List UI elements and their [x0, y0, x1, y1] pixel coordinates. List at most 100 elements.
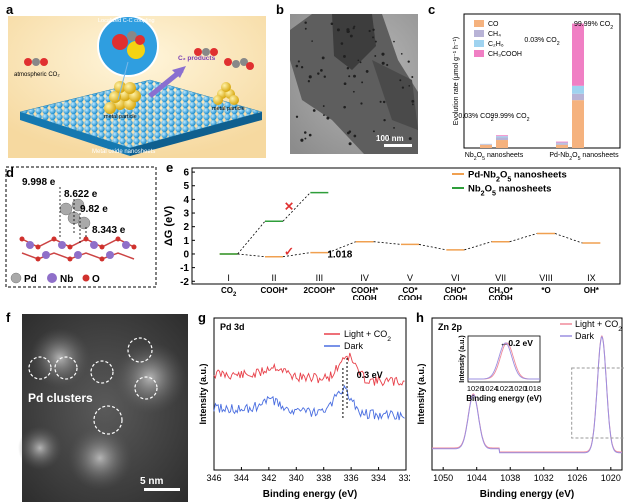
step-label-6-0: CH2O*: [489, 286, 514, 298]
chart-e-yticklabel-4: 4: [183, 195, 189, 206]
chart-c-frame: [463, 13, 621, 149]
panel-h-label: h: [416, 310, 424, 325]
connector-s0-5: [418, 244, 447, 251]
nb2o5-lattice: [19, 236, 137, 262]
step-label-0-0: CO2: [221, 286, 237, 298]
metal-particle-small: [213, 82, 239, 105]
bar-2-ch: [556, 143, 568, 145]
bar-2-co: [556, 144, 568, 148]
metal-particle-large: [104, 81, 141, 114]
cross-mark: ✕: [284, 199, 294, 213]
connector-s0-1: [237, 253, 266, 258]
bar-2-ch: [556, 142, 568, 144]
step-label-5-0: CHO*: [445, 286, 467, 295]
chart-e-yticklabel-0: 0: [183, 249, 189, 260]
charge-structure: 9.998 e 8.622 e 9.82 e 8.343 e Pd Nb O: [5, 166, 157, 288]
panel-f: f Pd clusters 5 nm: [0, 308, 190, 502]
step-label-5-1: COOH: [443, 294, 467, 300]
step-label-7-0: *O: [541, 286, 550, 295]
bar-label-1: 99.99% CO2: [490, 113, 529, 123]
c2-product-molecule: [224, 58, 254, 70]
connector-s0-8: [554, 233, 583, 244]
pd-cluster: [59, 198, 91, 230]
chart-g-xticklabel-336: 336: [344, 473, 359, 483]
bar-3-chcooh: [572, 23, 584, 86]
inset-xlabel: Binding energy (eV): [466, 394, 542, 403]
panel-g: g Pd 3d 346 344 342 340 338 336 334 332 Binding e…: [194, 308, 410, 502]
legend-g-label-0: Light + CO2: [344, 329, 391, 343]
panel-c-label: c: [428, 2, 436, 17]
charge-label-4: 8.343 e: [92, 225, 126, 236]
bar-1-chcooh: [496, 135, 508, 137]
chart-h-xticklabel-1050: 1050: [433, 473, 453, 483]
chart-c-ylabel: Evolution rate (μmol g⁻¹ h⁻¹): [453, 37, 460, 125]
check-mark: ✓: [284, 244, 294, 258]
legend-c-swatch-0: [474, 20, 484, 27]
chart-h-xlabel: Binding energy (eV): [480, 489, 574, 500]
group-label-1: Pd-Nb2O5 nanosheets: [549, 152, 619, 160]
chart-g-xticklabel-334: 334: [371, 473, 386, 483]
label-metal-oxide: Metal oxide nanosheets: [92, 149, 155, 155]
panel-a-illustration: atmospheric CO₂ Localized C-C coupling C…: [8, 15, 266, 158]
step-label-4-1: COOH: [398, 294, 422, 300]
tem-image: 100 nm: [290, 14, 418, 154]
step-label-3-1: COOH: [353, 294, 377, 300]
nanosheet-slab-front: [20, 112, 130, 156]
bar-1-ch: [496, 137, 508, 141]
panel-a-label: a: [6, 2, 14, 17]
label-metal-particle-1: metal particle: [104, 114, 137, 120]
charge-label-1: 9.998 e: [22, 177, 56, 188]
label-localized-cc: Localized C-C coupling: [98, 18, 155, 24]
bar-0-ch: [480, 144, 492, 145]
chart-e-annotation: 1.018: [327, 249, 352, 260]
panel-d-label: d: [6, 165, 14, 180]
bar-label-0: 0.03% CO2: [458, 113, 493, 123]
scale-bar-b: [384, 144, 412, 147]
step-roman-4: V: [407, 273, 413, 283]
bar-0-co: [480, 144, 492, 148]
step-roman-3: IV: [360, 273, 369, 283]
panel-d: d 9.998 e 8.622 e 9.82 e 8.343 e P: [0, 163, 160, 290]
chart-h-frame: [431, 317, 623, 471]
legend-c-label-0: CO: [488, 21, 499, 28]
legend-h-label-1: Dark: [575, 331, 595, 341]
chart-g-xticklabel-342: 342: [261, 473, 276, 483]
charge-label-3: 9.82 e: [80, 204, 108, 215]
legend-pd-swatch: [10, 272, 22, 284]
inset-xticklabel-1018: 1018: [524, 384, 541, 393]
legend-e-label-0: Pd-Nb2O5 nanosheets: [468, 170, 567, 184]
chart-g-xticklabel-346: 346: [206, 473, 221, 483]
chart-e-yticklabel-1: 1: [183, 236, 189, 247]
spectrum-g-0: [213, 352, 405, 387]
chart-g-xlabel: Binding energy (eV): [263, 489, 357, 500]
bar-3-ch: [572, 93, 584, 101]
legend-e-label-1: Nb2O5 nanosheets: [468, 184, 551, 198]
legend-c-swatch-1: [474, 30, 484, 37]
legend-c-label-2: C₂H₆: [488, 41, 504, 48]
panel-b: b 100 nm: [272, 0, 422, 160]
inset-xticklabel-1024: 1024: [481, 384, 498, 393]
connector-s0-4: [373, 241, 402, 245]
haadf-image: Pd clusters 5 nm: [18, 314, 188, 502]
connector-s1-1: [237, 220, 266, 255]
chart-g-frame: [213, 317, 407, 471]
bar-1-co: [496, 140, 508, 148]
chart-h-title: Zn 2p: [438, 322, 463, 332]
connector-s0-7: [509, 233, 538, 243]
legend-c-swatch-2: [474, 40, 484, 47]
step-label-1-0: COOH*: [260, 286, 288, 295]
bar-2-chcooh: [556, 141, 568, 143]
chart-e-frame: [191, 167, 621, 285]
scale-bar-f-label: 5 nm: [140, 476, 163, 487]
legend-c-label-3: CH₃COOH: [488, 51, 522, 58]
bar-label-3: 99.99% CO2: [574, 21, 613, 31]
step-label-6-1: COOH: [489, 294, 513, 300]
panel-e: e -2 -1 0 1 2 3 4 5 6 ΔG (eV) I II III IV V VI VII VIII IX…: [162, 160, 624, 300]
step-roman-6: VII: [495, 273, 506, 283]
group-label-0: Nb2O5 nanosheets: [465, 152, 524, 160]
inset-annotation: 0.2 eV: [508, 338, 533, 348]
chart-e-yticklabel--1: -1: [180, 263, 189, 274]
spectrum-g-1: [213, 384, 405, 421]
panel-e-label: e: [166, 160, 174, 175]
